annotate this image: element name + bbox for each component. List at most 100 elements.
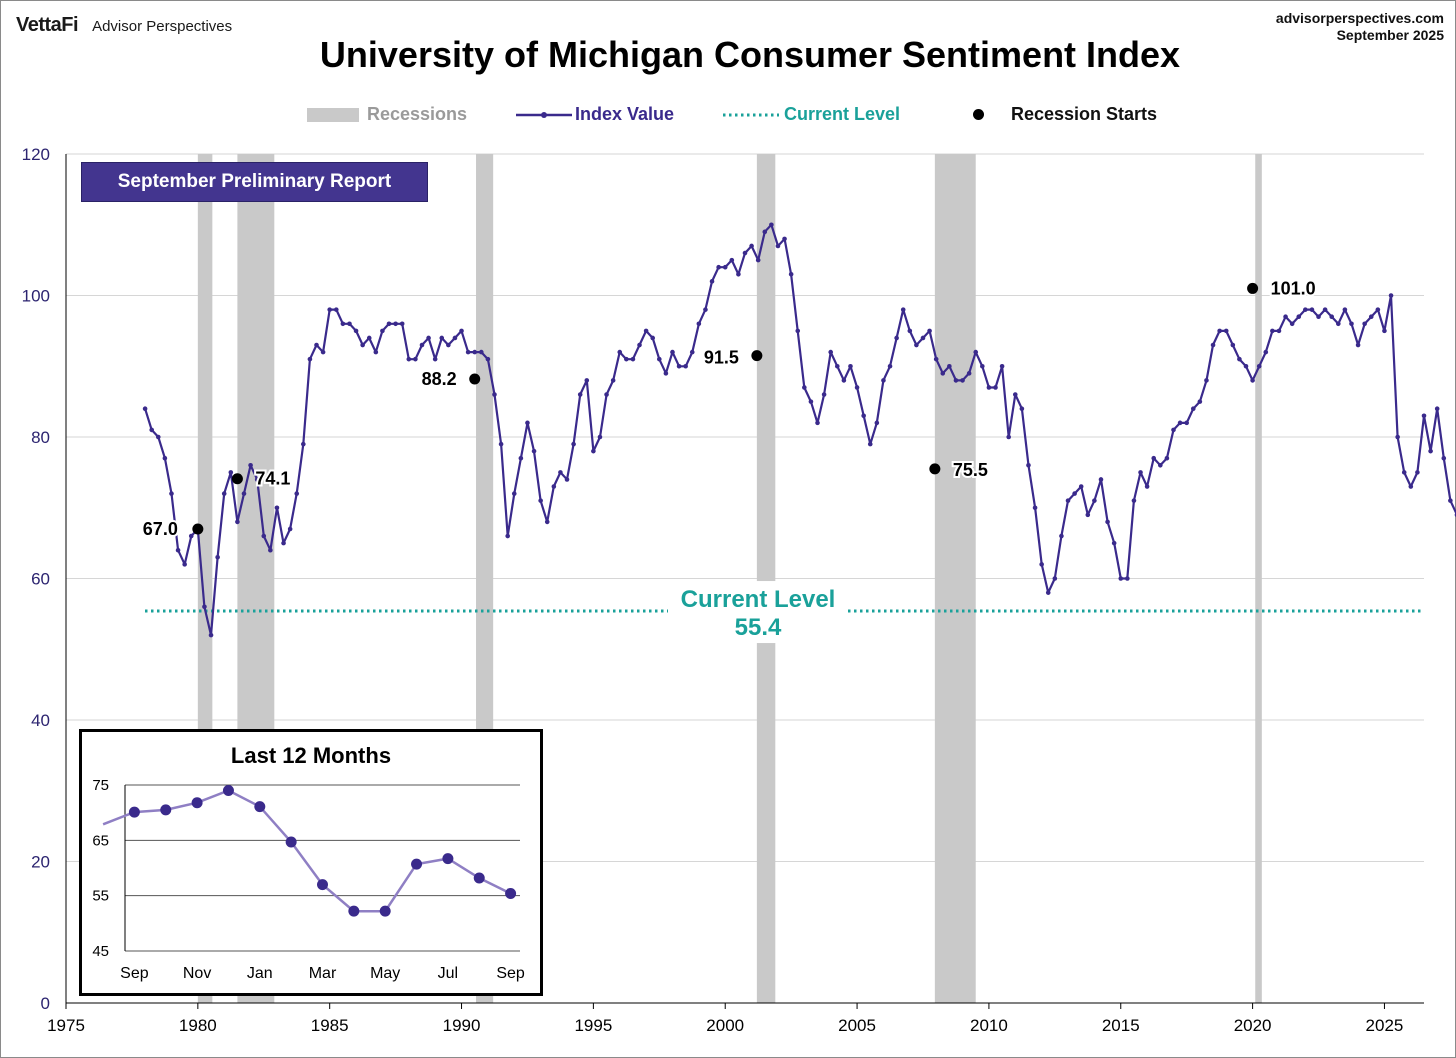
index-point xyxy=(762,229,768,235)
index-point xyxy=(1237,356,1242,362)
index-point xyxy=(966,371,972,376)
inset-point xyxy=(473,872,485,884)
index-point xyxy=(591,448,596,454)
index-point xyxy=(327,307,332,312)
index-point xyxy=(439,335,445,341)
index-point xyxy=(1078,484,1084,489)
legend-recessions-label: Recessions xyxy=(367,104,468,124)
legend-starts: Recession Starts xyxy=(973,104,1157,125)
inset-panel: Last 12 Months 45 55 65 75 Sep Nov Jan Mar May Ju… xyxy=(79,729,543,996)
index-point xyxy=(683,363,688,369)
index-point xyxy=(894,335,899,341)
index-point xyxy=(848,363,853,369)
index-point xyxy=(1375,307,1381,312)
index-point xyxy=(1138,470,1143,475)
legend: Recessions Index Value Current Level Rec… xyxy=(0,104,1456,128)
index-point xyxy=(1210,342,1216,348)
index-point xyxy=(162,455,168,461)
inset-point xyxy=(191,797,203,809)
index-point xyxy=(841,378,847,383)
recession-start-label: 88.2 xyxy=(422,369,457,389)
index-point xyxy=(722,264,728,270)
x-tick-label: 1990 xyxy=(443,1016,481,1035)
index-point xyxy=(1270,328,1275,334)
index-point xyxy=(604,392,609,397)
index-point xyxy=(1131,498,1137,503)
recession-start-marker xyxy=(469,373,481,385)
index-point xyxy=(755,257,761,263)
recession-start-label: 91.5 xyxy=(704,348,739,368)
index-point xyxy=(1190,406,1196,412)
index-point xyxy=(1296,314,1302,320)
index-point xyxy=(993,385,998,390)
inset-y-tick-label: 45 xyxy=(92,943,109,960)
index-point xyxy=(399,321,405,327)
index-point xyxy=(307,356,313,362)
recession-start-label: 101.0 xyxy=(1271,278,1316,298)
inset-x-tick-label: Jul xyxy=(438,965,458,982)
recession-start-marker xyxy=(929,463,941,475)
index-point xyxy=(301,441,306,447)
index-point xyxy=(498,441,504,447)
index-point xyxy=(485,356,491,362)
index-point xyxy=(1085,512,1091,518)
y-tick-label: 20 xyxy=(31,853,50,872)
index-point xyxy=(479,349,484,355)
index-point xyxy=(630,356,636,362)
index-point xyxy=(986,385,992,390)
index-point xyxy=(1336,321,1341,327)
index-point xyxy=(861,413,866,419)
index-point xyxy=(1223,328,1229,334)
chart-title: University of Michigan Consumer Sentimen… xyxy=(319,34,1181,75)
index-point xyxy=(492,392,497,397)
inset-title: Last 12 Months xyxy=(230,743,392,768)
index-point xyxy=(650,335,656,341)
index-point xyxy=(235,519,240,525)
index-point xyxy=(624,356,629,362)
inset-x-tick-label: Jan xyxy=(247,965,273,982)
index-point xyxy=(459,328,464,334)
inset-point xyxy=(411,858,423,870)
index-point xyxy=(426,335,431,341)
index-point xyxy=(1039,562,1044,567)
index-point xyxy=(531,448,537,454)
index-point xyxy=(465,349,471,355)
index-point xyxy=(637,342,642,348)
index-point xyxy=(1230,342,1236,348)
index-point xyxy=(268,547,273,553)
index-point xyxy=(287,526,293,532)
index-point xyxy=(1421,413,1427,419)
brand-name: Advisor Perspectives xyxy=(92,18,233,35)
index-point xyxy=(749,243,754,249)
index-point xyxy=(1382,328,1387,334)
brand: VettaFi Advisor Perspectives xyxy=(16,14,232,37)
index-point xyxy=(340,321,346,327)
index-point xyxy=(1448,498,1453,503)
recession-start-marker xyxy=(192,523,204,535)
index-point xyxy=(215,554,220,560)
index-point xyxy=(1276,328,1282,334)
index-point xyxy=(1164,455,1170,461)
legend-current: Current Level xyxy=(722,104,900,125)
index-point xyxy=(544,519,550,525)
inset-y-tick-label: 55 xyxy=(92,888,109,905)
index-point xyxy=(1368,314,1374,320)
recession-band xyxy=(934,154,976,1003)
inset-point xyxy=(285,836,297,848)
index-point xyxy=(360,342,365,348)
index-point xyxy=(182,562,187,567)
inset-point xyxy=(222,785,234,797)
recession-band xyxy=(756,154,776,1003)
index-point xyxy=(1098,477,1104,482)
x-tick-label: 2010 xyxy=(970,1016,1008,1035)
index-point xyxy=(1401,470,1407,475)
report-badge: September Preliminary Report xyxy=(81,162,428,202)
x-tick-label: 2020 xyxy=(1234,1016,1272,1035)
index-line-swatch xyxy=(516,111,572,118)
vettafi-logo: VettaFi xyxy=(16,14,79,36)
index-point xyxy=(202,604,207,610)
index-point xyxy=(1362,321,1367,327)
recession-start-marker xyxy=(231,473,243,485)
index-point xyxy=(881,378,886,383)
index-point xyxy=(887,363,893,369)
